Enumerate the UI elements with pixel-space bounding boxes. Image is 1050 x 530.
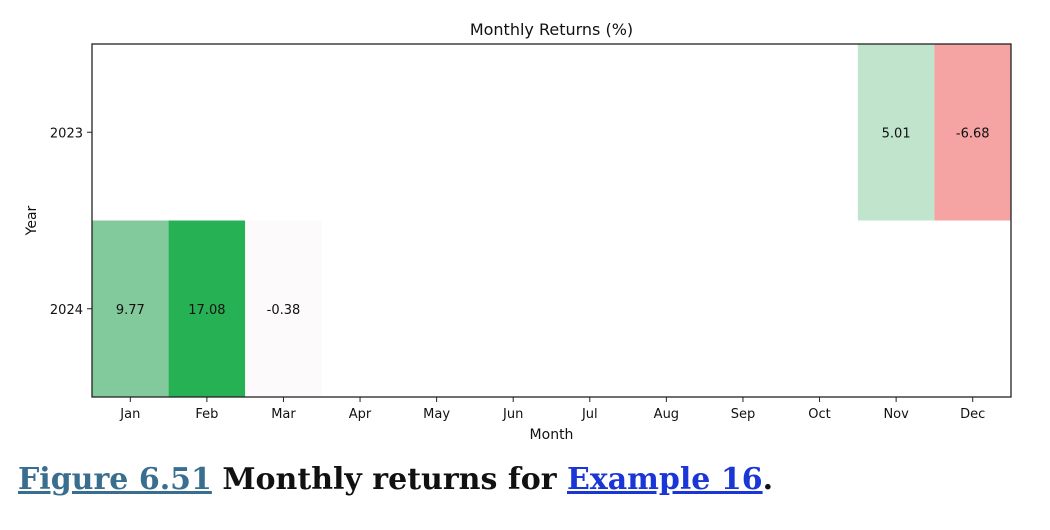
x-tick-label: Sep: [731, 407, 756, 422]
y-tick-label: 2023: [50, 126, 83, 141]
heatmap-cell-2023-dec: [934, 44, 1011, 221]
x-tick-label: Apr: [349, 407, 372, 422]
caption-end: .: [762, 462, 774, 497]
chart-title: Monthly Returns (%): [470, 20, 633, 39]
figure-link[interactable]: Figure 6.51: [18, 462, 212, 497]
y-axis-label: Year: [24, 205, 40, 236]
x-tick-label: Jun: [502, 407, 523, 422]
x-tick-label: Oct: [808, 407, 830, 422]
plot-frame: [91, 43, 1012, 398]
x-tick-label: Mar: [271, 407, 296, 422]
x-tick-label: Nov: [883, 407, 909, 422]
x-tick-label: Dec: [960, 407, 985, 422]
x-tick-label: Aug: [654, 407, 679, 422]
heatmap-cell-2024-mar: [245, 220, 322, 397]
cell-value-label: 17.08: [188, 303, 225, 318]
figure-caption: Figure 6.51 Monthly returns for Example …: [18, 462, 773, 497]
cell-value-label: -0.38: [267, 303, 301, 318]
heatmap-chart: 5.01 -6.68 9.77 17.08 -0.38 Jan Feb Mar Apr May J…: [24, 20, 1012, 443]
x-tick-label: Jan: [119, 407, 140, 422]
x-tick-label: Jul: [581, 407, 598, 422]
cell-value-label: 5.01: [882, 126, 911, 141]
cell-value-label: -6.68: [956, 126, 990, 141]
caption-text: Monthly returns for: [211, 462, 567, 497]
heatmap-cell-2024-feb: [168, 220, 246, 397]
example-link[interactable]: Example 16: [566, 462, 763, 497]
x-tick-label: Feb: [195, 407, 218, 422]
heatmap-cell-2023-nov: [857, 44, 935, 221]
chart: 5.01 -6.68 9.77 17.08 -0.38 Jan Feb Mar Apr May J…: [24, 20, 1012, 443]
heatmap-cell-2024-jan: [92, 220, 169, 397]
x-axis-label: Month: [530, 427, 574, 443]
y-tick-label: 2024: [50, 303, 83, 318]
cell-value-label: 9.77: [116, 303, 145, 318]
x-tick-label: May: [423, 407, 450, 422]
